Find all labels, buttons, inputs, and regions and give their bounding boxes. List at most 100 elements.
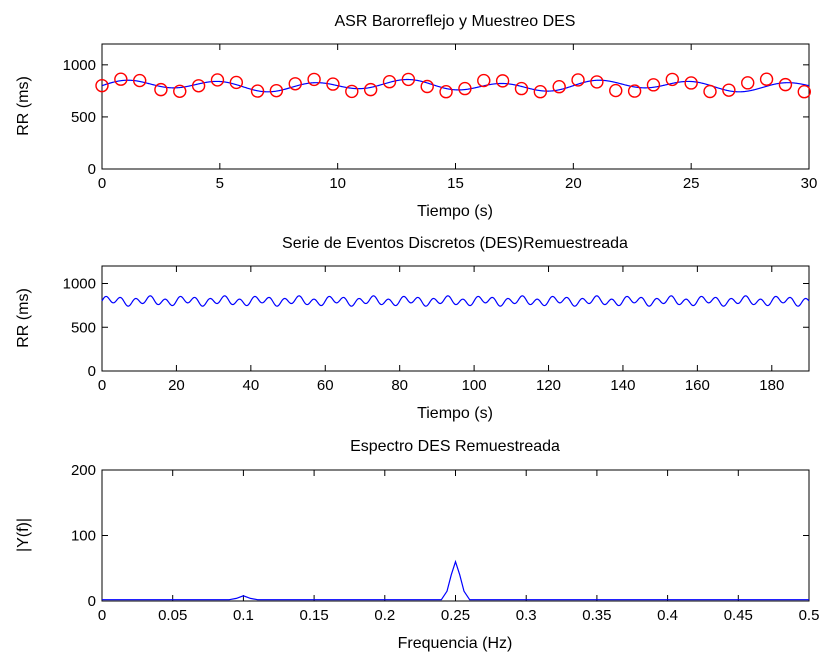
subplot-2-ticks: 0 20 40 60 80 100 120 140 160 180 0 500 1000 [63, 266, 809, 394]
x-tick-label: 0.2 [374, 607, 395, 624]
subplot-1-plot-area [95, 72, 811, 99]
subplot-3-ticks: 0 0.05 0.1 0.15 0.2 0.25 0.3 0.35 0.4 0.45 0.5 0 100… [71, 462, 819, 624]
sample-marker [133, 73, 147, 88]
subplot-2: Serie de Eventos Discretos (DES)Remuestr… [15, 235, 810, 422]
sample-marker [590, 75, 604, 89]
x-tick-label: 120 [536, 377, 561, 394]
sample-marker [627, 84, 642, 98]
sample-marker [345, 84, 359, 99]
sample-marker [154, 82, 168, 97]
sample-marker [741, 76, 755, 90]
sample-marker [439, 85, 453, 99]
x-tick-label: 140 [610, 377, 635, 394]
y-tick-label: 0 [88, 593, 96, 610]
sample-marker [665, 72, 680, 87]
sample-marker [571, 73, 585, 87]
sample-marker [191, 79, 206, 93]
subplot-3-xlabel: Frequencia (Hz) [398, 635, 513, 652]
y-tick-label: 100 [71, 528, 96, 545]
sample-marker [95, 78, 109, 93]
sample-marker [533, 85, 548, 99]
sample-marker [514, 81, 529, 96]
y-tick-label: 0 [88, 363, 96, 380]
x-tick-label: 20 [168, 377, 185, 394]
sample-marker [420, 79, 434, 94]
sample-marker [684, 76, 698, 90]
subplot-3-title: Espectro DES Remuestreada [350, 438, 560, 455]
x-tick-label: 100 [462, 377, 487, 394]
y-tick-label: 0 [88, 161, 96, 178]
subplot-2-xlabel: Tiempo (s) [417, 405, 493, 422]
x-tick-label: 180 [759, 377, 784, 394]
sample-marker [458, 81, 472, 96]
x-tick-label: 30 [801, 175, 818, 192]
x-tick-label: 0.25 [441, 607, 470, 624]
sample-marker [269, 83, 284, 98]
sample-marker [778, 77, 793, 92]
sample-marker [759, 72, 774, 86]
x-tick-label: 15 [447, 175, 464, 192]
sample-marker [552, 80, 566, 94]
sample-marker [114, 72, 128, 86]
sample-marker [288, 77, 302, 91]
y-tick-label: 500 [71, 319, 96, 336]
subplot-1-axes-frame [101, 43, 810, 170]
y-tick-label: 1000 [63, 57, 96, 74]
y-tick-label: 1000 [63, 276, 96, 293]
x-tick-label: 0.05 [158, 607, 187, 624]
x-tick-label: 0 [98, 175, 106, 192]
y-tick-label: 200 [71, 462, 96, 479]
subplot-1-ylabel: RR (ms) [15, 76, 32, 136]
sample-marker [722, 83, 736, 97]
x-tick-label: 0 [98, 607, 106, 624]
subplot-2-plot-area [101, 295, 810, 307]
sample-marker [363, 82, 378, 97]
subplot-2-ylabel: RR (ms) [15, 288, 32, 348]
sample-marker [609, 83, 623, 98]
series-line [101, 295, 810, 307]
sample-marker [382, 75, 397, 89]
subplot-3: Espectro DES Remuestreada 0 0.05 0.1 0.15 0.… [15, 438, 819, 652]
sample-marker [173, 84, 187, 98]
subplot-3-ylabel: |Y(f)| [15, 518, 32, 552]
sample-marker [307, 72, 321, 87]
sample-marker [326, 77, 340, 91]
x-tick-label: 0.1 [233, 607, 254, 624]
subplot-1: ASR Barorreflejo y Muestreo DES 0 5 10 15 20… [15, 13, 817, 220]
x-tick-label: 160 [685, 377, 710, 394]
subplot-1-xlabel: Tiempo (s) [417, 203, 493, 220]
subplot-1-title: ASR Barorreflejo y Muestreo DES [335, 13, 576, 30]
x-tick-label: 10 [329, 175, 346, 192]
sample-marker [250, 84, 265, 98]
subplot-2-title: Serie de Eventos Discretos (DES)Remuestr… [282, 235, 628, 252]
series-line [101, 78, 810, 93]
x-tick-label: 60 [317, 377, 334, 394]
sample-marker [646, 78, 661, 92]
x-tick-label: 0.3 [516, 607, 537, 624]
sample-marker [797, 85, 811, 99]
x-tick-label: 20 [565, 175, 582, 192]
y-tick-label: 500 [71, 109, 96, 126]
series-line [102, 559, 809, 601]
subplot-3-plot-area [102, 559, 809, 601]
x-tick-label: 0.45 [724, 607, 753, 624]
x-tick-label: 0.4 [657, 607, 678, 624]
x-tick-label: 80 [391, 377, 408, 394]
x-tick-label: 25 [683, 175, 700, 192]
sample-marker [210, 73, 225, 87]
subplot-1-ticks: 0 5 10 15 20 25 30 0 500 1000 [63, 44, 818, 192]
x-tick-label: 0.5 [799, 607, 820, 624]
x-tick-label: 40 [242, 377, 259, 394]
sample-marker [495, 74, 510, 88]
x-tick-label: 0.35 [582, 607, 611, 624]
sample-marker [229, 75, 244, 90]
sample-marker [401, 72, 416, 87]
sample-marker [703, 84, 717, 99]
subplot-2-axes-frame [101, 265, 810, 372]
x-tick-label: 0 [98, 377, 106, 394]
sample-marker [477, 73, 491, 88]
x-tick-label: 5 [216, 175, 224, 192]
x-tick-label: 0.15 [299, 607, 328, 624]
subplot-3-axes-frame [101, 469, 810, 602]
